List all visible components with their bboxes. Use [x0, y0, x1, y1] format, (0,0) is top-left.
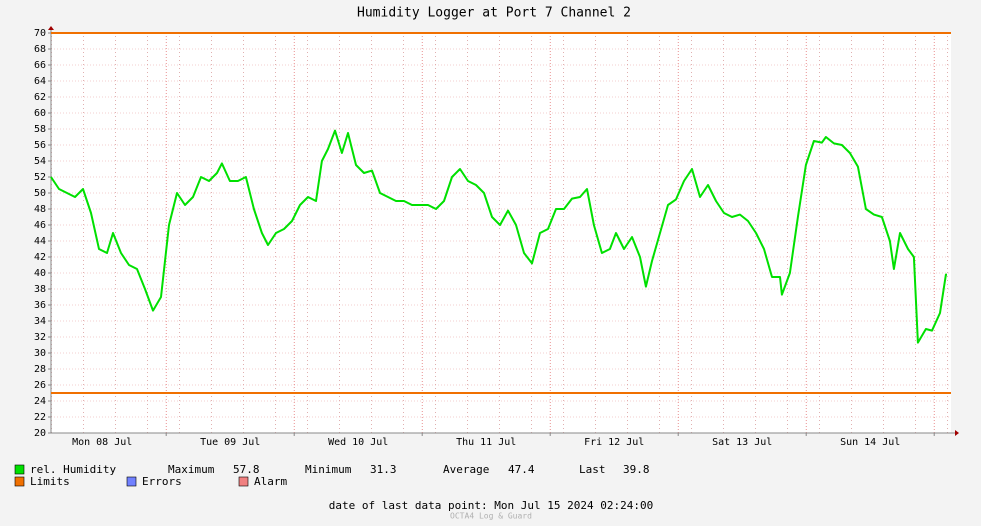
x-tick-label: Wed 10 Jul	[328, 437, 388, 448]
y-tick-label: 60	[34, 108, 46, 119]
y-tick-label: 28	[34, 364, 46, 375]
data-line	[50, 129, 947, 344]
y-tick-label: 70	[34, 28, 46, 39]
y-tick-label: 52	[34, 172, 46, 183]
legend-swatch	[238, 476, 249, 487]
x-tick-label: Tue 09 Jul	[200, 437, 260, 448]
y-tick-label: 34	[34, 316, 46, 327]
stat-value: 57.8	[233, 463, 260, 476]
y-tick-label: 54	[34, 156, 46, 167]
legend-label: rel. Humidity	[30, 463, 116, 476]
x-tick-label: Sat 13 Jul	[712, 437, 772, 448]
legend-swatch	[126, 476, 137, 487]
y-tick-label: 20	[34, 428, 46, 439]
stat-label: Last	[579, 463, 606, 476]
stat-value: 39.8	[623, 463, 650, 476]
y-tick-label: 62	[34, 92, 46, 103]
x-tick-label: Mon 08 Jul	[72, 437, 132, 448]
y-tick-label: 32	[34, 332, 46, 343]
y-tick-label: 44	[34, 236, 46, 247]
y-tick-label: 46	[34, 220, 46, 231]
y-axis-arrow	[48, 26, 54, 30]
legend-label: Limits	[30, 475, 70, 488]
legend-swatch	[14, 464, 25, 475]
y-tick-label: 48	[34, 204, 46, 215]
y-tick-label: 24	[34, 396, 46, 407]
y-tick-label: 38	[34, 284, 46, 295]
watermark: OCTA4 Log & Guard	[450, 512, 532, 521]
minor-grid	[51, 33, 951, 433]
y-tick-label: 26	[34, 380, 46, 391]
legend-label: Alarm	[254, 475, 287, 488]
x-axis-arrow	[955, 430, 959, 436]
legend-swatch	[14, 476, 25, 487]
chart-title: Humidity Logger at Port 7 Channel 2	[357, 6, 631, 21]
legend-label: Errors	[142, 475, 182, 488]
stat-value: 47.4	[508, 463, 535, 476]
y-tick-label: 66	[34, 60, 46, 71]
y-tick-label: 56	[34, 140, 46, 151]
stat-label: Average	[443, 463, 489, 476]
y-tick-label: 22	[34, 412, 46, 423]
stat-label: Minimum	[305, 463, 352, 476]
y-tick-label: 36	[34, 300, 46, 311]
stat-value: 31.3	[370, 463, 397, 476]
stat-label: Maximum	[168, 463, 215, 476]
x-tick-label: Fri 12 Jul	[584, 437, 644, 448]
y-tick-label: 40	[34, 268, 46, 279]
x-tick-label: Thu 11 Jul	[456, 437, 516, 448]
y-tick-label: 50	[34, 188, 46, 199]
y-tick-label: 64	[34, 76, 46, 87]
y-tick-label: 68	[34, 44, 46, 55]
x-tick-label: Sun 14 Jul	[840, 437, 900, 448]
y-tick-label: 30	[34, 348, 46, 359]
y-tick-label: 58	[34, 124, 46, 135]
footer: date of last data point: Mon Jul 15 2024…	[329, 499, 654, 512]
y-tick-label: 42	[34, 252, 46, 263]
